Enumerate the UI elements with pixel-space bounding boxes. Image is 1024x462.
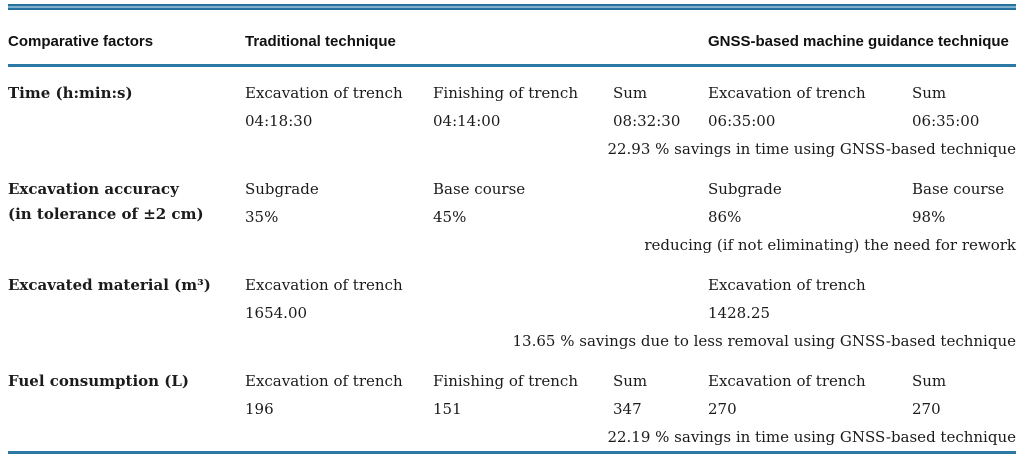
top-rule — [8, 4, 1016, 10]
cell-value: 98% — [912, 208, 946, 226]
cell-value: 45% — [433, 208, 467, 226]
factor-label-line2 — [8, 392, 245, 395]
cell-value: 04:18:30 — [245, 112, 313, 130]
cell-value: 196 — [245, 400, 274, 418]
cell-label: Base course — [433, 180, 526, 198]
header-rule — [8, 64, 1016, 67]
factor-cell: Excavation accuracy (in tolerance of ±2 … — [8, 175, 245, 231]
table-row-time: Time (h:min:s) Excavation of trench 04:1… — [8, 67, 1016, 163]
cell-label: Subgrade — [245, 180, 319, 198]
row-note: 22.93 % savings in time using GNSS-based… — [607, 140, 1016, 158]
data-cell-traditional-finishing: Finishing of trench 04:14:00 — [433, 79, 613, 135]
cell-label: Finishing of trench — [433, 84, 578, 102]
cell-label: Subgrade — [708, 180, 782, 198]
cell-label: Excavation of trench — [708, 84, 866, 102]
factor-cell: Time (h:min:s) — [8, 79, 245, 135]
row-note: 13.65 % savings due to less removal usin… — [512, 332, 1016, 350]
factor-label: Time (h:min:s) — [8, 84, 133, 102]
cell-value: 86% — [708, 208, 742, 226]
cell-value: 06:35:00 — [708, 112, 776, 130]
factor-label-line2: (in tolerance of ±2 cm) — [8, 205, 204, 223]
cell-value: 1654.00 — [245, 304, 308, 322]
factor-label: Excavation accuracy — [8, 180, 179, 198]
data-cell-traditional-excavation: Excavation of trench 196 — [245, 367, 433, 423]
factor-cell: Excavated material (m³) — [8, 271, 245, 327]
table-row-excavated-material: Excavated material (m³) Excavation of tr… — [8, 259, 1016, 355]
data-cell-empty — [433, 271, 613, 327]
factor-label: Fuel consumption (L) — [8, 372, 190, 390]
factor-label-line2 — [8, 104, 245, 107]
cell-label: Excavation of trench — [245, 276, 403, 294]
bottom-rule — [8, 451, 1016, 454]
cell-label: Excavation of trench — [708, 372, 866, 390]
cell-label: Excavation of trench — [245, 372, 403, 390]
row-note: reducing (if not eliminating) the need f… — [644, 236, 1016, 254]
cell-label: Excavation of trench — [708, 276, 866, 294]
cell-value: 08:32:30 — [613, 112, 681, 130]
data-cell-gnss-excavation: Excavation of trench 270 — [708, 367, 912, 423]
cell-label: Sum — [912, 372, 947, 390]
cell-value: 151 — [433, 400, 462, 418]
factor-label: Excavated material (m³) — [8, 276, 211, 294]
data-cell-empty — [613, 175, 708, 231]
data-cell-traditional-base-course: Base course 45% — [433, 175, 613, 231]
cell-label: Sum — [613, 372, 648, 390]
cell-label: Base course — [912, 180, 1005, 198]
cell-value: 35% — [245, 208, 279, 226]
table-header-row: Comparative factors Traditional techniqu… — [8, 10, 1016, 64]
cell-label: Sum — [912, 84, 947, 102]
data-cell-traditional-subgrade: Subgrade 35% — [245, 175, 433, 231]
factor-label-line2 — [8, 296, 245, 299]
cell-value: 347 — [613, 400, 642, 418]
factor-cell: Fuel consumption (L) — [8, 367, 245, 423]
data-cell-gnss-sum: Sum 06:35:00 — [912, 79, 1016, 135]
data-cell-gnss-base-course: Base course 98% — [912, 175, 1016, 231]
data-cell-empty — [613, 271, 708, 327]
data-cell-gnss-subgrade: Subgrade 86% — [708, 175, 912, 231]
data-cell-traditional-sum: Sum 347 — [613, 367, 708, 423]
cell-value: 270 — [912, 400, 941, 418]
data-cell-gnss-excavation: Excavation of trench 1428.25 — [708, 271, 912, 327]
data-cell-empty — [912, 271, 1016, 327]
header-traditional-technique: Traditional technique — [245, 33, 396, 50]
cell-label: Sum — [613, 84, 648, 102]
data-cell-traditional-finishing: Finishing of trench 151 — [433, 367, 613, 423]
cell-label: Excavation of trench — [245, 84, 403, 102]
table-row-excavation-accuracy: Excavation accuracy (in tolerance of ±2 … — [8, 163, 1016, 259]
header-gnss-technique: GNSS-based machine guidance technique — [708, 33, 1009, 50]
cell-label: Finishing of trench — [433, 372, 578, 390]
data-cell-gnss-excavation: Excavation of trench 06:35:00 — [708, 79, 912, 135]
table-row-fuel-consumption: Fuel consumption (L) Excavation of trenc… — [8, 355, 1016, 451]
data-cell-traditional-excavation: Excavation of trench 1654.00 — [245, 271, 433, 327]
data-cell-traditional-excavation: Excavation of trench 04:18:30 — [245, 79, 433, 135]
data-cell-traditional-sum: Sum 08:32:30 — [613, 79, 708, 135]
row-note: 22.19 % savings in time using GNSS-based… — [607, 428, 1016, 446]
cell-value: 06:35:00 — [912, 112, 980, 130]
cell-value: 270 — [708, 400, 737, 418]
cell-value: 04:14:00 — [433, 112, 501, 130]
data-cell-gnss-sum: Sum 270 — [912, 367, 1016, 423]
header-comparative-factors: Comparative factors — [8, 33, 154, 50]
cell-value: 1428.25 — [708, 304, 771, 322]
